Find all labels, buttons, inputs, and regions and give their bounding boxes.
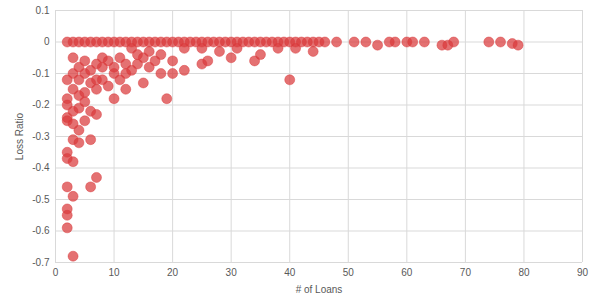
svg-text:-0.2: -0.2 xyxy=(32,99,50,110)
svg-text:0: 0 xyxy=(44,36,50,47)
svg-text:-0.3: -0.3 xyxy=(32,131,50,142)
svg-text:60: 60 xyxy=(401,267,413,278)
svg-text:-0.6: -0.6 xyxy=(32,225,50,236)
svg-text:40: 40 xyxy=(284,267,296,278)
svg-text:Loss Ratio: Loss Ratio xyxy=(14,112,25,160)
svg-text:50: 50 xyxy=(343,267,355,278)
svg-text:30: 30 xyxy=(226,267,238,278)
svg-text:-0.7: -0.7 xyxy=(32,257,50,268)
svg-text:-0.5: -0.5 xyxy=(32,194,50,205)
svg-text:0.1: 0.1 xyxy=(36,5,50,16)
svg-text:10: 10 xyxy=(108,267,120,278)
svg-text:0: 0 xyxy=(53,267,59,278)
svg-text:90: 90 xyxy=(577,267,589,278)
svg-text:20: 20 xyxy=(167,267,179,278)
svg-text:-0.1: -0.1 xyxy=(32,68,50,79)
svg-text:# of Loans: # of Loans xyxy=(296,284,343,295)
svg-text:80: 80 xyxy=(518,267,530,278)
svg-text:-0.4: -0.4 xyxy=(32,162,50,173)
svg-text:70: 70 xyxy=(460,267,472,278)
